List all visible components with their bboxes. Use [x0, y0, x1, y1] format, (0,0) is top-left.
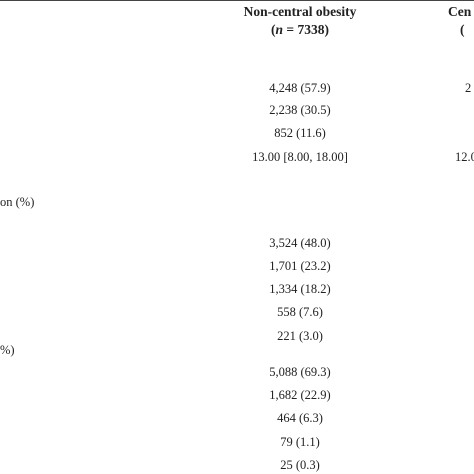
- n-symbol: n: [275, 22, 284, 37]
- n-open: (: [271, 22, 276, 37]
- column-title: Non-central obesity: [243, 4, 357, 19]
- cell-value: 221 (3.0): [277, 329, 323, 343]
- column-n: (n = 7338): [271, 23, 329, 37]
- cell-value: 464 (6.3): [277, 411, 323, 425]
- cell-value: 13.00 [8.00, 18.00]: [252, 150, 348, 164]
- cell-value: 3,524 (48.0): [269, 236, 331, 250]
- next-column-value: 2: [465, 81, 472, 95]
- cell-value: 25 (0.3): [280, 458, 320, 472]
- cell-value: 852 (11.6): [274, 126, 326, 140]
- row-label: %): [0, 343, 15, 357]
- top-rule: [0, 0, 474, 1]
- cell-value: 79 (1.1): [280, 435, 320, 449]
- next-column-value: 12.0: [455, 150, 474, 164]
- next-column-n: (: [460, 22, 465, 37]
- cell-value: 1,682 (22.9): [269, 388, 331, 402]
- next-column-title: Cen: [448, 4, 472, 19]
- cell-value: 1,334 (18.2): [269, 282, 331, 296]
- cell-value: 2,238 (30.5): [269, 103, 331, 117]
- cell-value: 4,248 (57.9): [269, 81, 331, 95]
- row-label: on (%): [0, 195, 35, 209]
- n-rest: = 7338): [283, 22, 329, 37]
- cell-value: 1,701 (23.2): [269, 259, 331, 273]
- cell-value: 5,088 (69.3): [269, 365, 331, 379]
- cell-value: 558 (7.6): [277, 305, 323, 319]
